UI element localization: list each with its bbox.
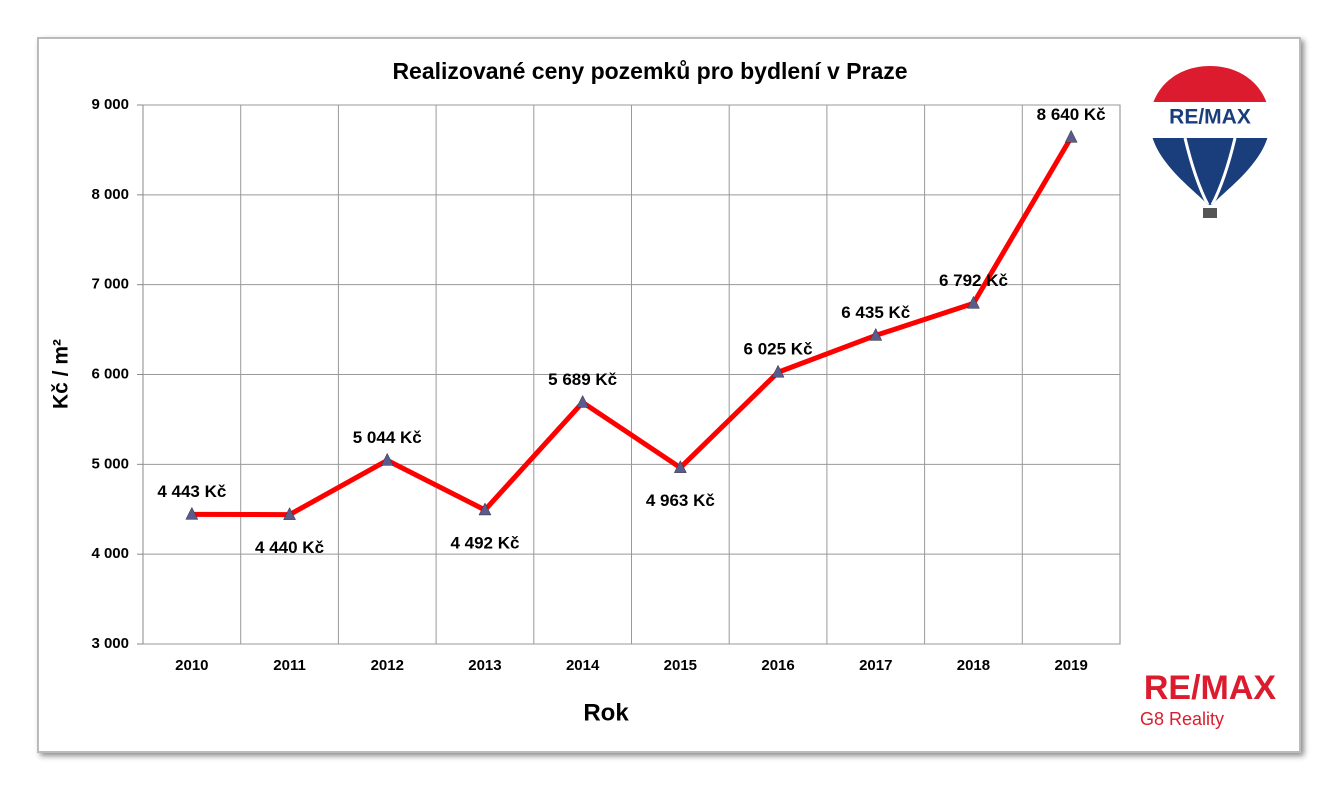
- marker: [185, 506, 199, 520]
- data-label: 5 044 Kč: [353, 428, 422, 447]
- marker: [478, 502, 492, 516]
- chart-title: Realizované ceny pozemků pro bydlení v P…: [392, 58, 907, 84]
- marker: [1064, 129, 1078, 143]
- data-label: 4 963 Kč: [646, 491, 715, 510]
- x-tick-label: 2018: [957, 657, 990, 674]
- marker: [771, 364, 785, 378]
- y-axis-label: Kč / m²: [50, 339, 73, 409]
- y-tick-label: 3 000: [91, 635, 129, 652]
- x-tick-label: 2017: [859, 657, 892, 674]
- data-label: 6 435 Kč: [841, 303, 910, 322]
- data-label: 4 440 Kč: [255, 538, 324, 557]
- data-label: 5 689 Kč: [548, 370, 617, 389]
- brand-logo: RE/MAX: [1144, 669, 1277, 707]
- data-label: 8 640 Kč: [1037, 105, 1106, 124]
- marker: [576, 394, 590, 408]
- balloon-text: RE/MAX: [1169, 106, 1251, 129]
- y-tick-label: 9 000: [91, 96, 129, 113]
- x-tick-label: 2016: [761, 657, 794, 674]
- x-tick-label: 2019: [1054, 657, 1087, 674]
- office-name: G8 Reality: [1140, 709, 1224, 729]
- marker: [869, 327, 883, 341]
- y-tick-label: 4 000: [91, 545, 129, 562]
- x-tick-label: 2013: [468, 657, 501, 674]
- line: [191, 136, 1074, 518]
- marker: [283, 507, 296, 520]
- x-tick-label: 2014: [566, 657, 600, 674]
- y-tick-label: 7 000: [91, 276, 129, 293]
- marker: [673, 460, 687, 473]
- marker: [967, 295, 980, 309]
- x-tick-label: 2012: [371, 657, 404, 674]
- data-label: 6 792 Kč: [939, 271, 1008, 290]
- data-label: 4 443 Kč: [157, 482, 226, 501]
- x-axis-label: Rok: [583, 699, 629, 726]
- marker: [380, 452, 394, 466]
- y-tick-label: 6 000: [91, 365, 129, 382]
- data-label: 4 492 Kč: [450, 533, 519, 552]
- data-label: 6 025 Kč: [744, 340, 813, 359]
- x-tick-label: 2011: [273, 657, 306, 674]
- y-tick-label: 5 000: [91, 455, 129, 472]
- x-tick-label: 2010: [175, 657, 208, 674]
- y-tick-label: 8 000: [91, 186, 129, 203]
- x-tick-label: 2015: [664, 657, 697, 674]
